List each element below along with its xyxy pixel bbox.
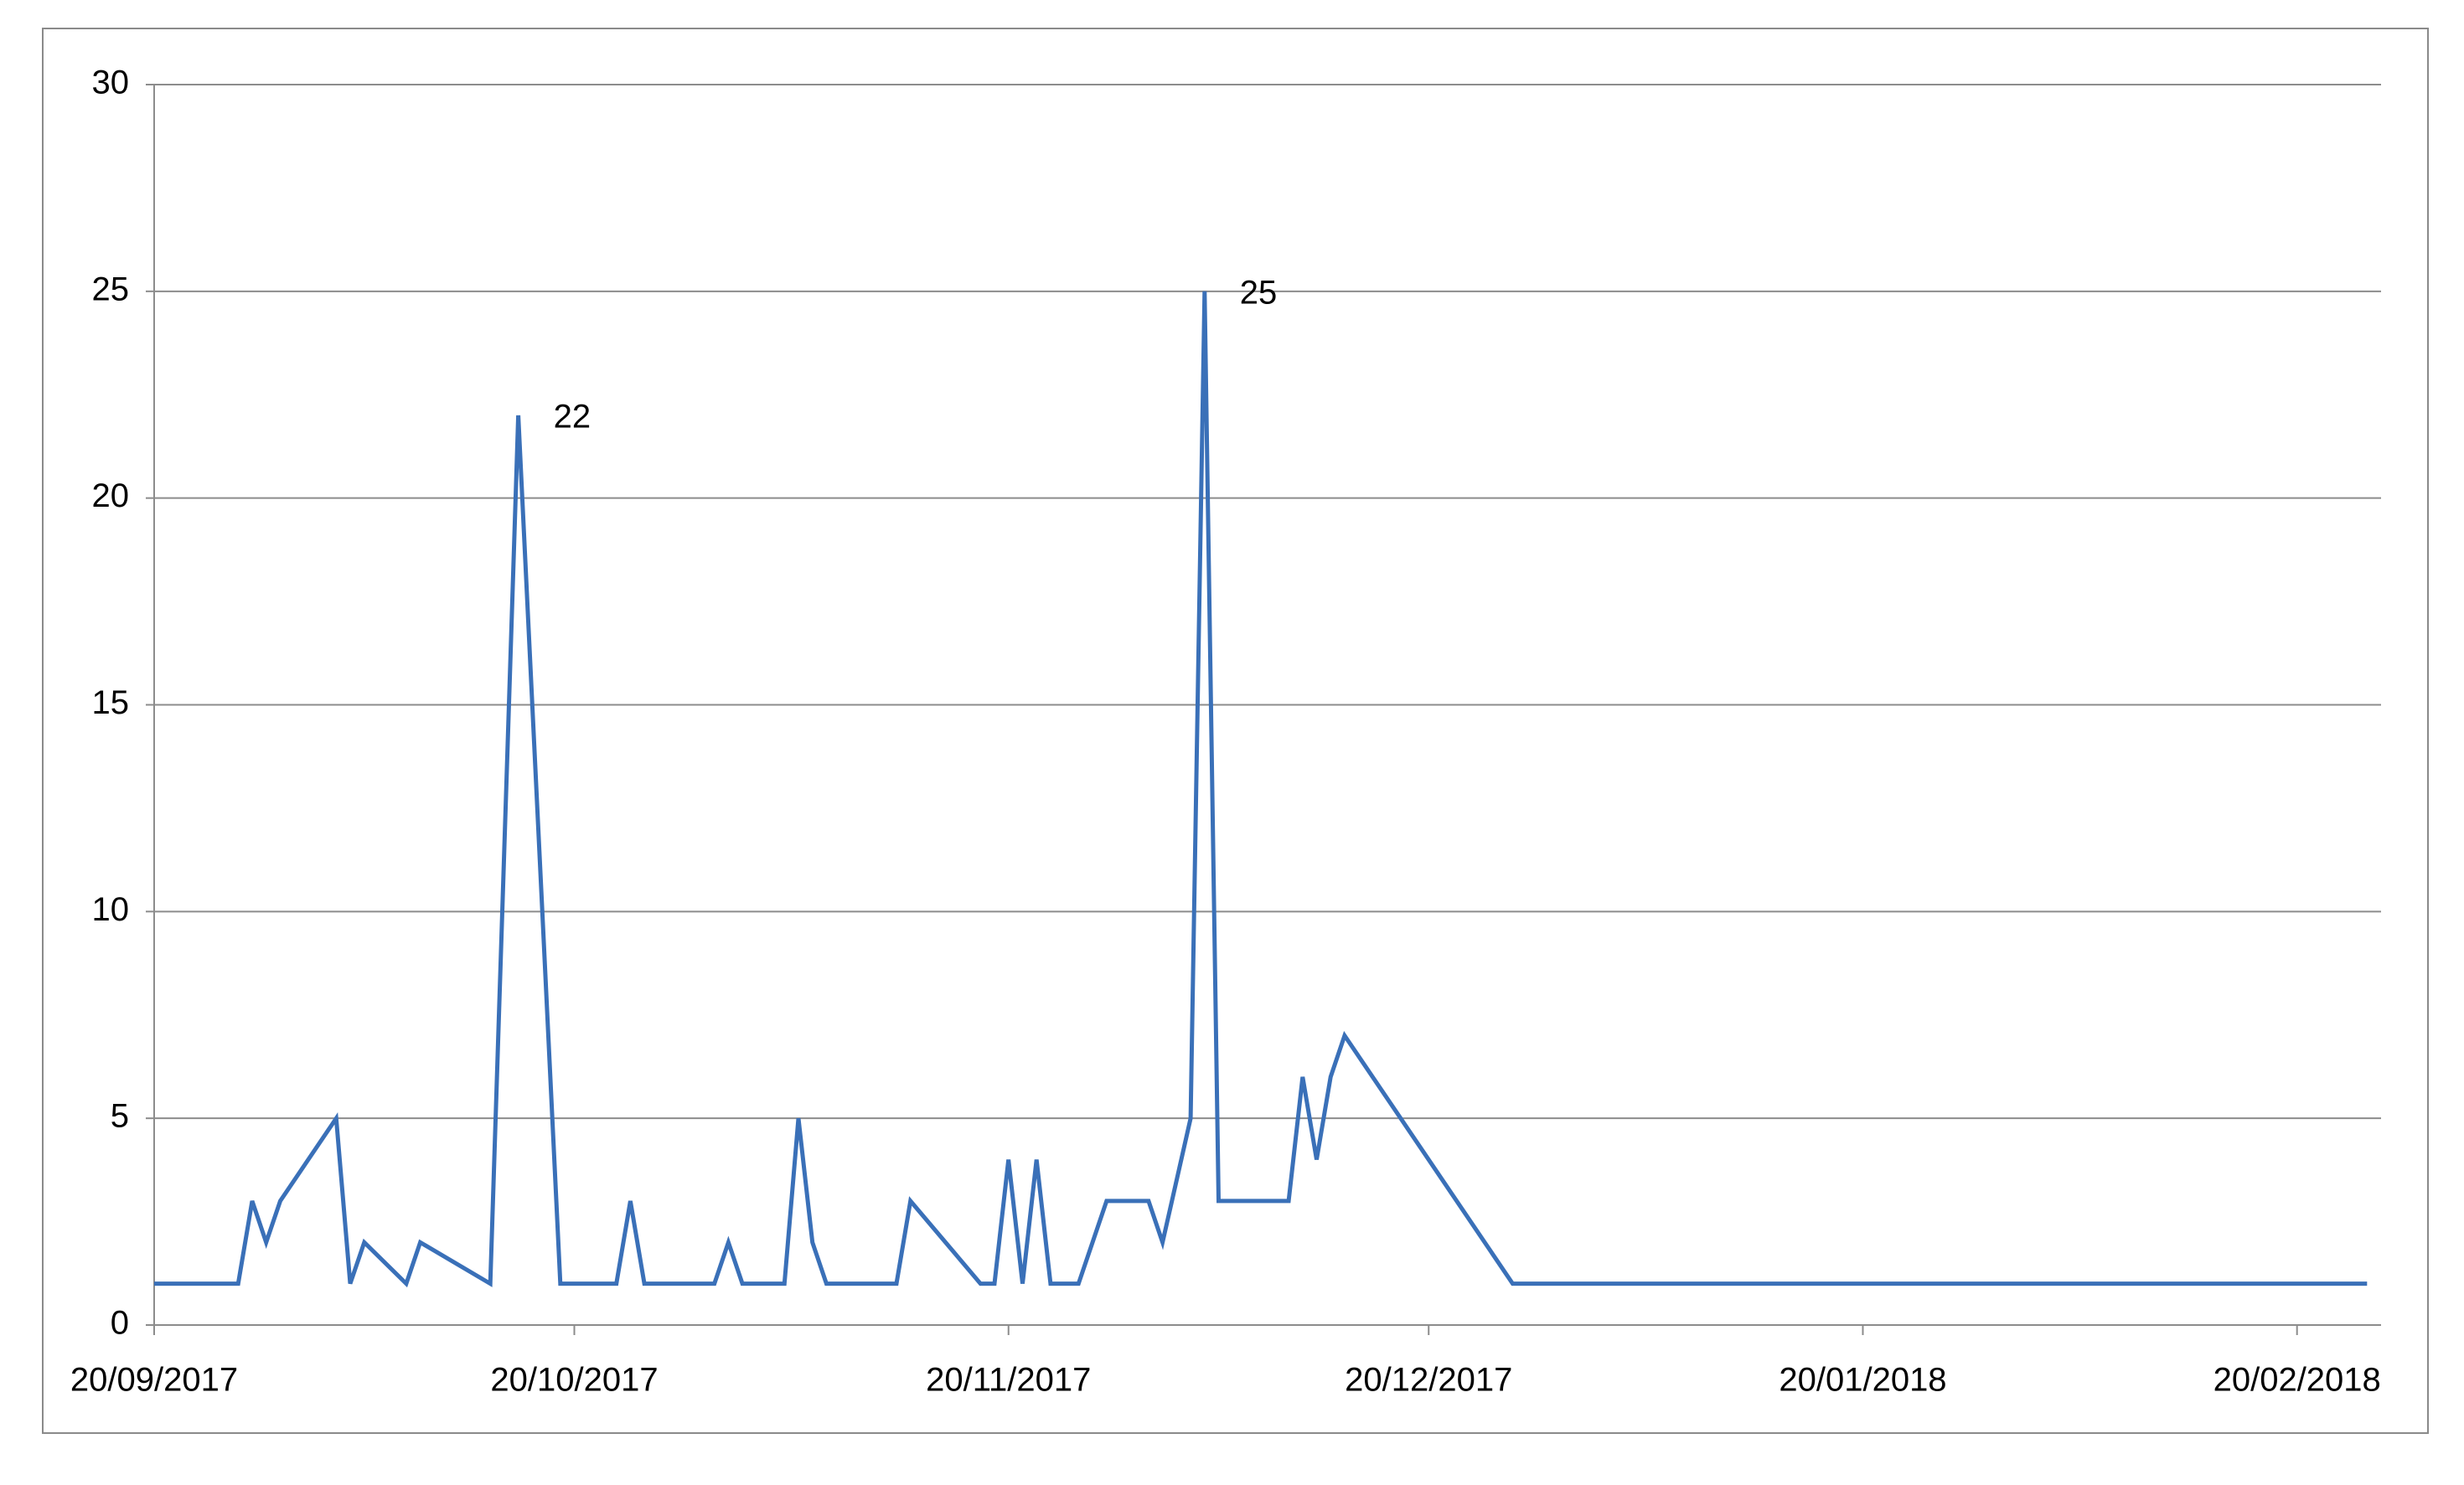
y-tick-label: 20	[92, 477, 130, 514]
y-tick-label: 15	[92, 684, 130, 721]
y-tick-label: 30	[92, 64, 130, 101]
y-tick-label: 0	[111, 1305, 129, 1342]
y-tick-label: 10	[92, 891, 130, 928]
x-tick-label: 20/09/2017	[70, 1362, 238, 1399]
x-tick-label: 20/01/2018	[1779, 1362, 1946, 1399]
x-tick-label: 20/02/2018	[2213, 1362, 2381, 1399]
y-tick-label: 5	[111, 1098, 129, 1135]
chart-border	[42, 28, 2429, 1434]
x-tick-label: 20/10/2017	[490, 1362, 658, 1399]
data-label: 25	[1240, 274, 1278, 311]
x-tick-label: 20/12/2017	[1345, 1362, 1512, 1399]
data-label: 22	[554, 398, 591, 435]
data-line	[154, 291, 2368, 1288]
x-tick-label: 20/11/2017	[926, 1362, 1091, 1399]
y-tick-label: 25	[92, 271, 130, 307]
